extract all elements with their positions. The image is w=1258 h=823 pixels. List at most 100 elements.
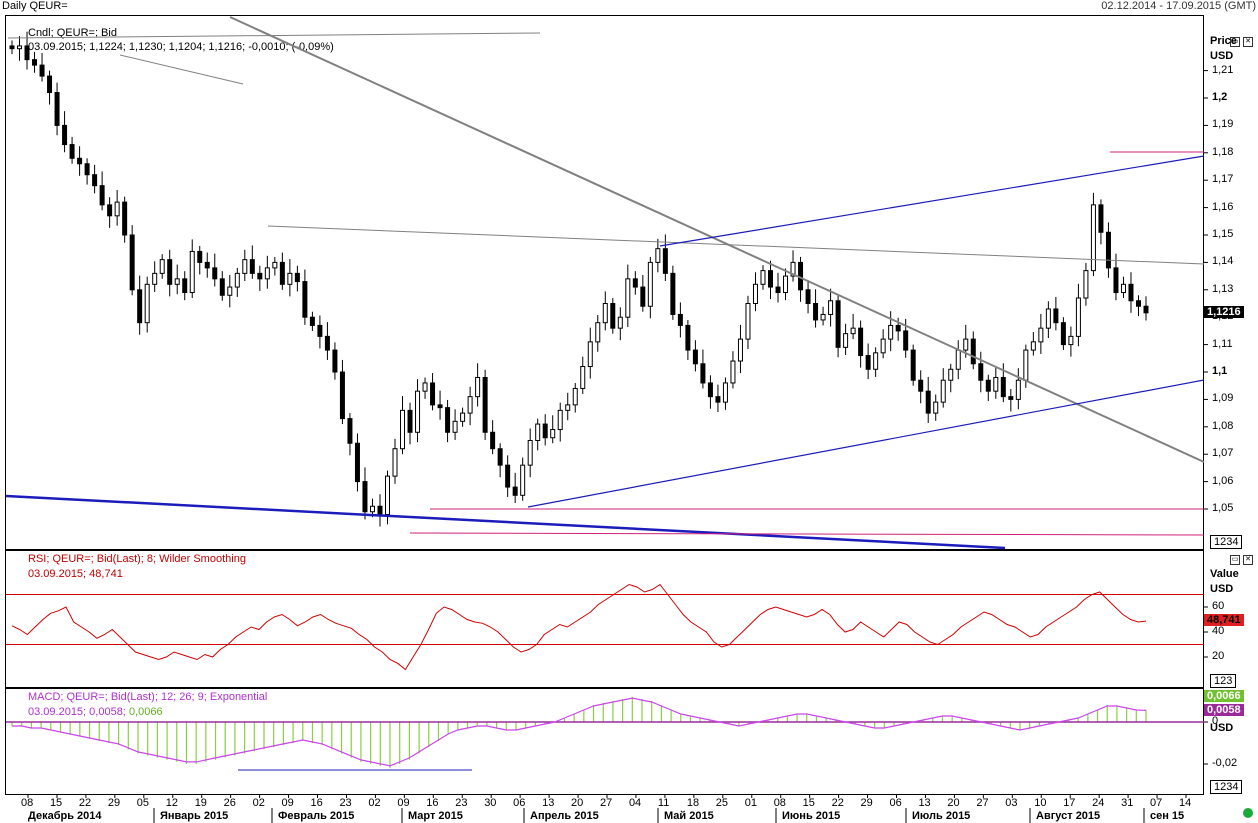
price-legend-line2: 03.09.2015; 1,1224; 1,1230; 1,1204; 1,12… [28,41,334,53]
date-day-label: 09 [397,797,410,809]
candle-body-down [362,481,368,513]
candle-body-down [1053,308,1059,324]
candle-body-up [557,409,563,431]
price-legend-line1: Cndl; QEUR=; Bid [28,27,117,39]
rsi-scale-badge[interactable]: 123 [1210,674,1237,688]
date-day-label: 12 [165,797,178,809]
price-tick-label: 1,18 [1212,145,1234,158]
date-day-label: 08 [21,797,34,809]
candle-body-up [527,440,533,466]
candle-body-down [692,349,698,365]
candle-body-down [279,261,285,285]
candle-body-up [1083,270,1089,299]
price-tick-label: 1,19 [1212,118,1234,131]
date-day-label: 22 [78,797,92,809]
candle-body-down [92,174,98,187]
date-month-label: Август 2015 [1036,810,1101,822]
candle-body-down [542,423,548,439]
macd-tick-label: -0,02 [1212,757,1238,769]
rsi-axis-unit: USD [1210,583,1234,595]
rsi-panel-close-button[interactable]: ✕ [1243,555,1253,565]
date-day-label: 20 [947,797,960,809]
gray-top-line [7,32,541,39]
candle-body-down [1000,376,1006,398]
date-day-label: 14 [1179,797,1192,809]
candle-body-up [227,286,233,296]
macd-legend-line2: 03.09.2015; 0,0058; 0,0066 [28,706,163,718]
candle-body-down [137,289,143,324]
candle-body-down [813,303,819,321]
candle-body-down [47,75,53,94]
date-day-label: 22 [831,797,844,809]
candle-body-down [377,505,383,515]
price-tick-label: 1,16 [1212,200,1234,213]
date-day-label: 08 [773,797,786,809]
candle-body-up [392,448,398,477]
candle-body-down [204,261,210,269]
candle-body-down [249,259,255,274]
candle-body-up [955,349,961,370]
candle-body-down [39,64,45,77]
candle-body-up [535,423,541,441]
candle-body-up [189,250,195,294]
candle-body-down [805,289,811,304]
candle-body-up [595,322,601,343]
rsi-panel-minimize-button[interactable]: ▭ [1230,555,1240,565]
macd-legend-line1: MACD; QEUR=; Bid(Last); 12; 26; 9; Expon… [28,691,268,703]
price-tick-label: 1,14 [1212,255,1234,268]
candle-body-up [1068,335,1074,346]
date-day-label: 26 [223,797,236,809]
date-month-label: Декабрь 2014 [28,810,102,822]
candle-body-down [302,281,308,318]
price-tick-label: 1,05 [1212,502,1234,514]
candle-body-down [895,324,901,332]
macd-scale-badge[interactable]: 1234 [1210,780,1243,794]
price-scale-badge[interactable]: 1234 [1210,535,1243,549]
candle-body-down [1008,396,1014,400]
price-axis-unit: USD [1210,50,1234,62]
candle-body-up [287,272,293,285]
candle-body-up [475,376,481,398]
date-axis [0,795,1258,823]
rsi-tick-label: 20 [1212,650,1225,662]
candle-body-down [445,407,451,433]
candle-body-down [1128,283,1134,302]
date-day-label: 13 [542,797,555,809]
price-last-badge: 1,1216 [1204,306,1244,318]
price-panel-close-button[interactable]: ✕ [1243,37,1253,47]
date-day-label: 06 [889,797,902,809]
candle-body-up [760,270,766,285]
macd-tick-label: 0 [1212,715,1219,727]
date-day-label: 29 [107,797,121,809]
rsi-tick-label: 40 [1212,625,1225,637]
candle-body-up [467,396,473,414]
price-tick-label: 1,07 [1212,447,1234,460]
date-day-label: 05 [136,797,150,809]
candle-body-up [888,324,894,340]
candle-body-down [1105,231,1111,269]
price-panel-minimize-button[interactable]: ▭ [1230,37,1240,47]
candle-body-down [212,267,218,280]
candle-body-up [550,429,556,439]
blue-long-support-line [5,494,1006,550]
price-tick-label: 1,1 [1212,365,1228,377]
macd-value-badge: 0,0058 [1204,704,1244,716]
date-month-label: Январь 2015 [160,810,229,822]
candle-body-up [1023,349,1029,381]
candle-body-down [1143,305,1149,314]
date-day-label: 02 [252,797,265,809]
price-panel [5,15,1204,550]
candle-body-up [272,261,278,269]
candle-body-down [324,335,330,351]
candle-body-down [54,92,60,126]
magenta-level-low [409,532,1205,536]
candle-body-down [985,379,991,392]
candle-body-up [572,387,578,406]
price-tick-label: 1,15 [1212,228,1234,240]
candle-body-down [640,286,646,307]
date-day-label: 06 [513,797,526,809]
candle-body-up [850,327,856,335]
candle-body-down [700,363,706,384]
candle-body-up [369,505,375,513]
candle-body-down [497,448,503,466]
